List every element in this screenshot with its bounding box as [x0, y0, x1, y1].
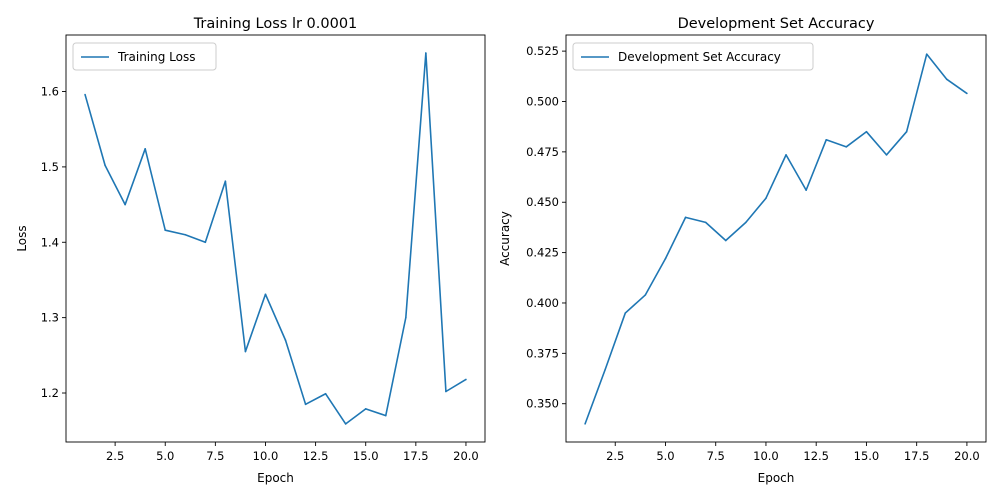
data-point: [785, 154, 787, 156]
data-point: [384, 414, 387, 417]
data-point: [224, 180, 227, 183]
data-point: [704, 221, 707, 224]
chart-title: Training Loss lr 0.0001: [193, 16, 358, 32]
data-point: [885, 154, 888, 156]
legend-box: [572, 42, 814, 71]
data-point: [324, 392, 327, 395]
y-tick-label: 1.6: [41, 85, 59, 99]
data-point: [304, 403, 307, 406]
data-point: [604, 368, 606, 371]
x-tick-label: 17.5: [403, 449, 429, 463]
data-point: [684, 216, 687, 219]
x-tick-label: 7.5: [206, 449, 224, 463]
data-point: [966, 92, 968, 95]
x-tick-label: 2.5: [106, 449, 124, 463]
x-axis-label: Epoch: [758, 471, 795, 485]
y-tick-label: 1.5: [41, 160, 59, 174]
y-tick-label: 1.3: [41, 311, 59, 325]
x-tick-label: 5.0: [156, 449, 174, 463]
data-point: [765, 197, 767, 200]
data-point: [845, 146, 848, 148]
data-point: [584, 423, 586, 425]
x-tick-label: 15.0: [353, 449, 379, 463]
data-point: [124, 203, 126, 206]
y-tick-label: 0.450: [526, 195, 559, 209]
y-tick-label: 1.2: [41, 386, 59, 400]
x-axis-label: Epoch: [257, 471, 294, 485]
series-line: [584, 53, 968, 425]
chart-title: Development Set Accuracy: [678, 16, 875, 32]
x-tick-label: 10.0: [753, 449, 779, 463]
data-point: [144, 148, 146, 150]
y-tick-label: 0.350: [526, 397, 559, 411]
data-point: [344, 423, 347, 425]
data-point: [745, 221, 747, 224]
data-point: [624, 312, 627, 314]
data-point: [164, 229, 167, 232]
legend-box: [72, 42, 217, 71]
data-point: [865, 130, 868, 133]
data-point: [244, 350, 247, 353]
data-point: [805, 189, 807, 191]
legend-label: Development Set Accuracy: [618, 50, 781, 64]
y-tick-label: 0.425: [526, 246, 559, 260]
series-line: [84, 52, 467, 425]
data-point: [465, 378, 467, 381]
data-point: [946, 78, 948, 81]
y-tick-label: 0.500: [526, 94, 559, 108]
x-tick-label: 2.5: [606, 449, 624, 463]
data-point: [184, 233, 187, 236]
y-tick-label: 0.475: [526, 145, 559, 159]
data-point: [264, 293, 267, 296]
data-point: [905, 130, 908, 133]
data-point: [84, 93, 86, 96]
data-point: [425, 52, 427, 54]
y-tick-label: 1.4: [41, 235, 59, 249]
x-tick-label: 15.0: [854, 449, 880, 463]
plot-area-frame: [65, 34, 486, 443]
legend-label: Training Loss: [117, 50, 195, 64]
y-axis-label: Accuracy: [498, 211, 512, 266]
y-tick-label: 0.400: [526, 296, 559, 310]
y-axis-label: Loss: [15, 225, 29, 251]
data-point: [204, 241, 207, 244]
y-tick-label: 0.525: [526, 44, 559, 58]
dev-accuracy-chart: Development Set Accuracy 2.5 5.0 7.5 10.0 12.…: [498, 16, 987, 485]
data-point: [724, 239, 727, 242]
data-point: [445, 390, 447, 393]
x-tick-label: 7.5: [707, 449, 725, 463]
training-loss-chart: Training Loss lr 0.0001 2.5 5.0 7.5 10.0 12.5…: [15, 16, 486, 485]
plot-area-frame: [565, 34, 987, 443]
x-tick-label: 20.0: [954, 449, 980, 463]
x-tick-label: 12.5: [803, 449, 829, 463]
data-point: [825, 138, 828, 141]
y-tick-label: 0.375: [526, 346, 559, 360]
data-point: [284, 339, 287, 342]
x-tick-label: 12.5: [303, 449, 329, 463]
data-point: [364, 408, 367, 410]
data-point: [405, 316, 407, 319]
data-point: [104, 164, 106, 167]
data-point: [644, 294, 647, 296]
data-point: [925, 53, 928, 55]
x-tick-label: 17.5: [904, 449, 930, 463]
data-point: [664, 257, 667, 260]
x-tick-label: 10.0: [253, 449, 279, 463]
x-tick-label: 5.0: [656, 449, 674, 463]
x-tick-label: 20.0: [453, 449, 479, 463]
